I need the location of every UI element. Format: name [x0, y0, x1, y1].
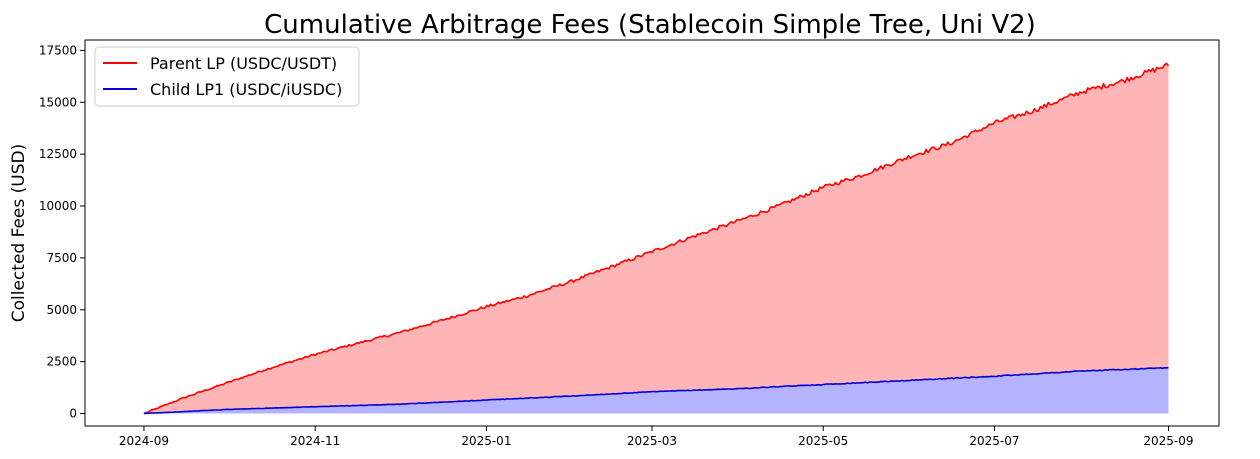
- area-parent-lp-usdc-usdt: [143, 63, 1169, 414]
- x-tick-label: 2025-05: [798, 434, 848, 448]
- legend-box: [94, 46, 360, 107]
- y-tick-label: 15000: [39, 95, 77, 109]
- legend-label-parent-lp: Parent LP (USDC/USDT): [150, 54, 337, 73]
- y-axis: 0 2500 5000 7500 10000 12500 15000 17500: [39, 43, 85, 421]
- area-child-lp1-usdc-iusdc: [143, 367, 1169, 414]
- line-parent-lp-usdc-usdt: [143, 62, 1170, 415]
- chart-title: Cumulative Arbitrage Fees (Stablecoin Si…: [264, 10, 1036, 40]
- plot-frame: [84, 39, 1220, 427]
- line-child-lp1-usdc-iusdc: [143, 366, 1169, 415]
- y-tick-label: 10000: [39, 199, 77, 213]
- x-tick-label: 2025-09: [1143, 434, 1193, 448]
- legend-label-child-lp1: Child LP1 (USDC/iUSDC): [150, 80, 342, 99]
- legend: Parent LP (USDC/USDT) Child LP1 (USDC/iU…: [94, 46, 360, 107]
- x-tick-label: 2025-07: [969, 434, 1019, 448]
- x-tick-label: 2024-11: [290, 434, 340, 448]
- y-tick-label: 0: [69, 407, 77, 421]
- x-tick-label: 2025-03: [627, 434, 677, 448]
- x-axis: 2024-09 2024-11 2025-01 2025-03 2025-05 2025-…: [119, 426, 1194, 448]
- y-tick-label: 17500: [39, 43, 77, 57]
- y-axis-label: Collected Fees (USD): [9, 144, 29, 322]
- y-tick-label: 12500: [39, 147, 77, 161]
- y-tick-label: 5000: [46, 303, 77, 317]
- plot-area: [143, 62, 1170, 415]
- y-tick-label: 2500: [46, 355, 77, 369]
- x-tick-label: 2024-09: [119, 434, 169, 448]
- x-tick-label: 2025-01: [461, 434, 511, 448]
- y-tick-label: 7500: [46, 251, 77, 265]
